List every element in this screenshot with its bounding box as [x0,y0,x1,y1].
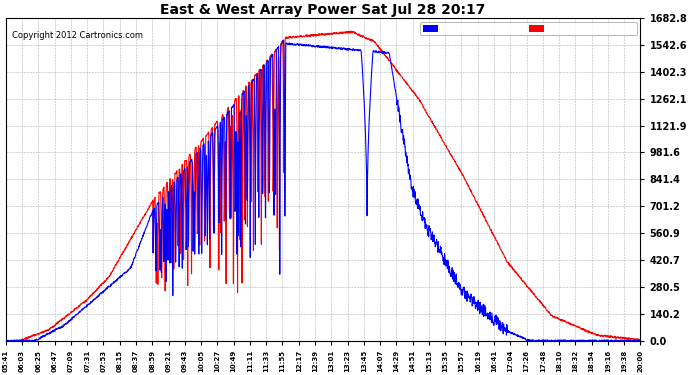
Legend: East Array  (DC Watts), West Array  (DC Watts): East Array (DC Watts), West Array (DC Wa… [420,22,637,35]
Text: Copyright 2012 Cartronics.com: Copyright 2012 Cartronics.com [12,31,143,40]
Title: East & West Array Power Sat Jul 28 20:17: East & West Array Power Sat Jul 28 20:17 [160,3,486,17]
